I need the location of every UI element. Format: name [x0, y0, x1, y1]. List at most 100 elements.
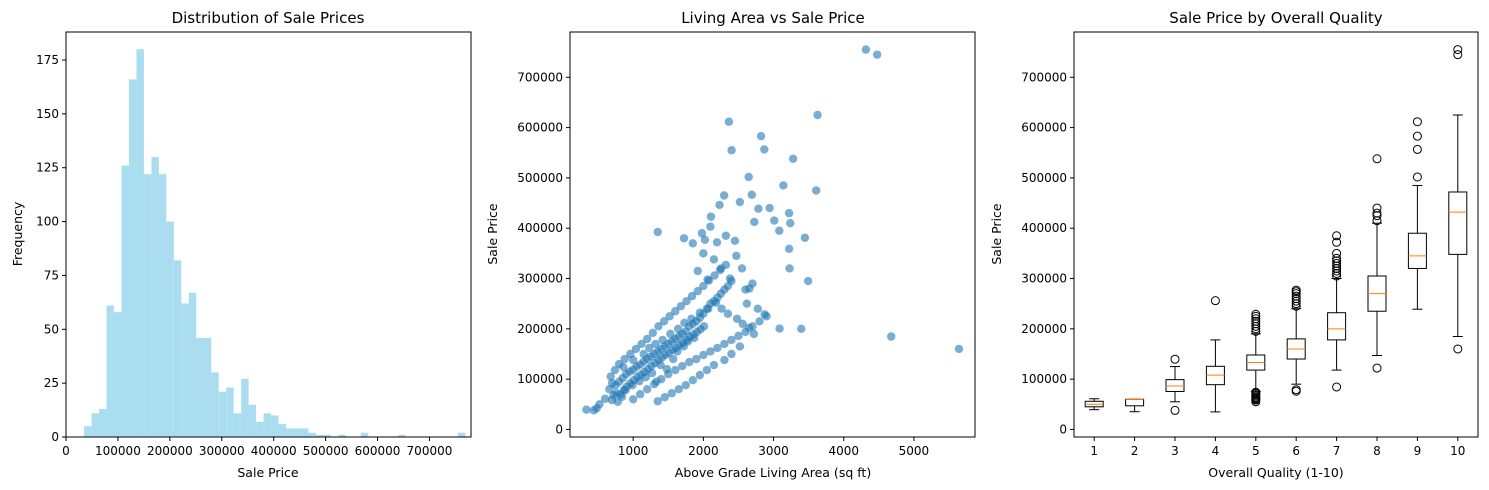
- scatter-point: [812, 186, 821, 195]
- y-tick-label: 700000: [1021, 70, 1067, 84]
- scatter-point: [662, 364, 672, 374]
- scatter-point: [779, 181, 788, 190]
- histogram-bar: [218, 391, 227, 437]
- scatter-point: [660, 393, 669, 402]
- outlier-point: [1332, 248, 1342, 258]
- histogram-bars: [84, 49, 466, 438]
- box-6: [1286, 285, 1306, 396]
- histogram-bar: [196, 337, 204, 437]
- outlier-point: [1210, 296, 1220, 306]
- scatter-point: [742, 299, 752, 308]
- scatter-point: [720, 339, 729, 349]
- histogram-bar: [203, 337, 212, 437]
- histogram-bar: [300, 428, 309, 437]
- x-tick-label: 2000: [688, 444, 719, 458]
- y-tick-label: 500000: [517, 171, 563, 185]
- scatter-point: [797, 324, 806, 334]
- histogram-bar: [241, 378, 249, 437]
- scatter-point: [727, 276, 736, 286]
- scatter-point: [861, 45, 871, 54]
- scatter-point: [735, 197, 745, 207]
- scatter-point: [954, 344, 964, 354]
- iqr-box: [1327, 312, 1347, 341]
- histogram-bar: [338, 434, 346, 437]
- scatter-point: [723, 309, 733, 318]
- scatter-point: [645, 343, 654, 353]
- y-tick-label: 0: [51, 430, 59, 444]
- scatter-point: [690, 333, 699, 343]
- scatter-point: [654, 322, 663, 331]
- scatter-point: [784, 244, 794, 253]
- scatter-point: [653, 397, 662, 406]
- outlier-point: [1251, 309, 1261, 319]
- scatter-point: [715, 200, 724, 210]
- scatter-point: [704, 304, 713, 313]
- scatter-x-ticks: 1000 2000 3000 4000 5000: [618, 437, 929, 458]
- x-tick-label: 5: [1252, 444, 1260, 458]
- scatter-point: [648, 328, 658, 338]
- scatter-point: [706, 347, 715, 356]
- scatter-point: [600, 394, 610, 403]
- box-9: [1407, 117, 1427, 310]
- boxplot-x-ticks: 1 2 3 4 5 6 7 8 9 10: [1090, 437, 1465, 458]
- scatter-point: [765, 203, 774, 213]
- scatter-point: [755, 317, 764, 326]
- scatter-point: [784, 208, 794, 218]
- outlier-point: [1372, 363, 1382, 373]
- iqr-box: [1125, 398, 1145, 407]
- scatter-point: [756, 131, 766, 141]
- y-tick-label: 25: [44, 376, 59, 390]
- box-1: [1084, 398, 1104, 411]
- x-tick-label: 4: [1212, 444, 1220, 458]
- x-tick-label: 600000: [355, 444, 401, 458]
- scatter-point: [692, 354, 701, 364]
- histogram-bar: [99, 408, 107, 437]
- histogram-y-ticks: 0 25 50 75 100 125 150 175: [36, 53, 66, 444]
- scatter-point: [635, 376, 644, 386]
- x-tick-label: 400000: [251, 444, 297, 458]
- outlier-point: [1332, 237, 1342, 247]
- histogram-bar: [293, 428, 301, 437]
- outlier-point: [1372, 154, 1382, 164]
- scatter-point: [665, 312, 674, 321]
- y-tick-label: 150: [36, 107, 59, 121]
- scatter-point: [693, 266, 702, 276]
- histogram-bar: [315, 434, 324, 437]
- scatter-point: [788, 154, 798, 163]
- scatter-point: [620, 354, 629, 364]
- scatter-point: [716, 265, 725, 275]
- y-tick-label: 500000: [1021, 171, 1067, 185]
- outlier-point: [1332, 382, 1342, 392]
- scatter-point: [775, 226, 784, 235]
- scatter-point: [688, 239, 698, 248]
- histogram-bar: [173, 260, 182, 437]
- outlier-point: [1453, 344, 1463, 354]
- x-tick-label: 1: [1090, 444, 1098, 458]
- x-tick-label: 0: [62, 444, 70, 458]
- y-tick-label: 700000: [517, 70, 563, 84]
- x-tick-label: 300000: [199, 444, 245, 458]
- scatter-title: Living Area vs Sale Price: [681, 9, 865, 27]
- scatter-point: [619, 362, 628, 372]
- scatter-point: [678, 361, 687, 371]
- histogram-bar: [128, 79, 137, 437]
- outlier-point: [1291, 385, 1301, 395]
- x-tick-label: 8: [1373, 444, 1381, 458]
- outlier-point: [1170, 354, 1180, 364]
- scatter-point: [628, 380, 637, 390]
- boxplot-axes-frame: [1073, 31, 1479, 438]
- scatter-point: [676, 301, 686, 311]
- y-tick-label: 200000: [1021, 322, 1067, 336]
- scatter-point: [695, 370, 705, 380]
- scatter-point: [673, 347, 682, 356]
- y-tick-label: 600000: [1021, 121, 1067, 135]
- scatter-point: [709, 360, 719, 370]
- histogram-bar: [181, 303, 189, 437]
- scatter-point: [651, 339, 660, 349]
- scatter-point: [713, 343, 722, 353]
- histogram-bar: [271, 415, 279, 437]
- histogram-bar: [84, 426, 92, 437]
- scatter-x-label: Above Grade Living Area (sq ft): [675, 465, 871, 480]
- scatter-point: [732, 251, 741, 261]
- x-tick-label: 9: [1414, 444, 1422, 458]
